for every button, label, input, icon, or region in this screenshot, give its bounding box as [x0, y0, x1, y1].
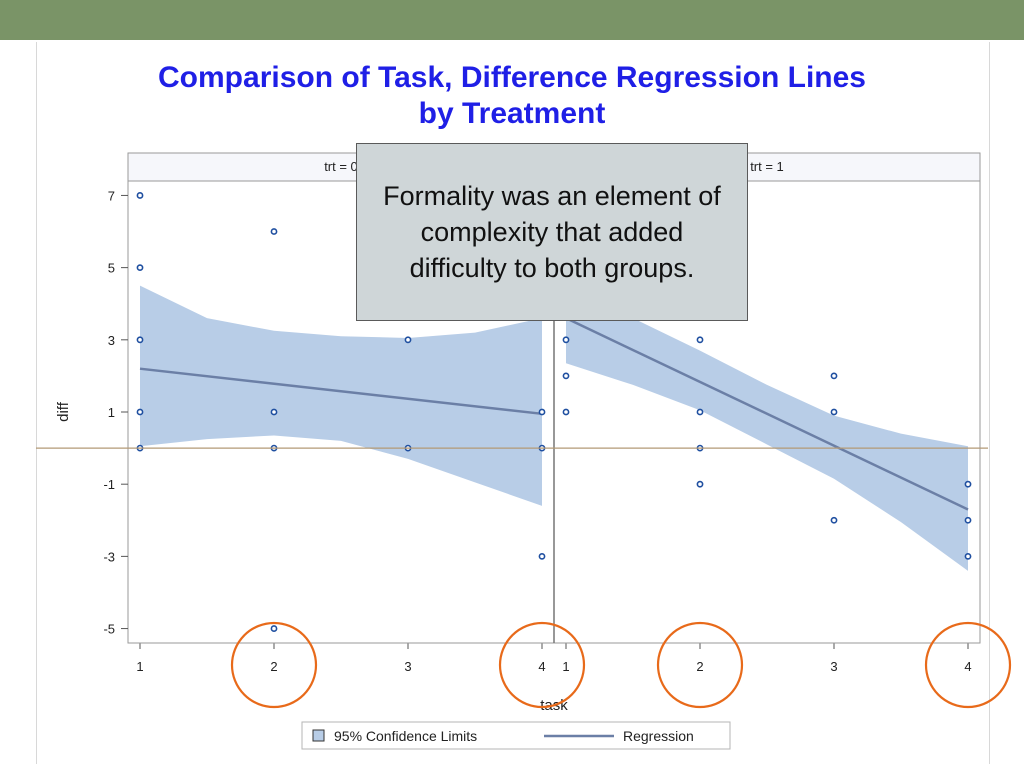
- data-point: [562, 372, 570, 380]
- data-point: [270, 228, 278, 235]
- highlight-circle: [924, 621, 1012, 709]
- data-point: [136, 336, 144, 344]
- callout-box: Formality was an element of complexity t…: [356, 143, 748, 321]
- data-point: [136, 192, 144, 199]
- y-tick-label: 7: [108, 188, 115, 203]
- data-point: [538, 408, 546, 416]
- data-point: [270, 408, 278, 416]
- data-point: [696, 336, 704, 344]
- data-point: [538, 552, 546, 560]
- legend-label-band: 95% Confidence Limits: [334, 728, 477, 744]
- data-point: [964, 516, 972, 524]
- data-point: [830, 372, 838, 380]
- data-point: [136, 408, 144, 416]
- y-tick-label: -3: [103, 549, 115, 564]
- x-tick-label: 4: [538, 659, 545, 674]
- highlight-circle: [656, 621, 744, 709]
- chart-title-line-2: by Treatment: [418, 97, 606, 130]
- x-tick-label: 1: [562, 659, 569, 674]
- x-tick-label: 3: [404, 659, 411, 674]
- slide-top-bar: [0, 0, 1024, 40]
- y-tick-label: 5: [108, 261, 115, 276]
- chart-title-line-1: Comparison of Task, Difference Regressio…: [158, 61, 866, 94]
- x-tick-label: 2: [696, 659, 703, 674]
- data-point: [136, 264, 144, 272]
- panel-label-1: trt = 1: [750, 159, 784, 174]
- legend-label-line: Regression: [623, 728, 694, 744]
- y-tick-label: 1: [108, 405, 115, 420]
- regression-line-1: [565, 317, 969, 511]
- data-point: [270, 625, 278, 632]
- y-axis-title: diff: [55, 401, 72, 422]
- chart-title: Comparison of Task, Difference Regressio…: [36, 60, 988, 132]
- data-point: [830, 516, 838, 524]
- confidence-band-0: [140, 285, 542, 506]
- x-tick-label: 4: [964, 659, 971, 674]
- x-tick-label: 3: [830, 659, 837, 674]
- confidence-band-1: [566, 282, 968, 571]
- data-point: [562, 408, 570, 416]
- y-tick-label: -1: [103, 477, 115, 492]
- data-point: [404, 336, 412, 344]
- legend-band-swatch: [312, 729, 325, 742]
- y-tick-label: -5: [103, 622, 115, 637]
- data-point: [696, 480, 704, 488]
- data-point: [964, 552, 972, 560]
- regression-line-0: [139, 367, 543, 416]
- data-point: [830, 408, 838, 416]
- legend-box: [301, 721, 731, 750]
- data-point: [964, 480, 972, 488]
- y-tick-label: 3: [108, 333, 115, 348]
- slide-frame: [36, 42, 990, 764]
- panel-1: trt = 1 1 2 3 4: [553, 159, 981, 674]
- x-tick-label: 2: [270, 659, 277, 674]
- panel-label-0: trt = 0: [324, 159, 358, 174]
- highlight-circle: [230, 621, 318, 709]
- data-point: [562, 336, 570, 344]
- legend: 95% Confidence Limits Regression: [301, 721, 731, 750]
- highlight-circle: [498, 621, 586, 709]
- x-tick-label: 1: [136, 659, 143, 674]
- data-point: [696, 408, 704, 416]
